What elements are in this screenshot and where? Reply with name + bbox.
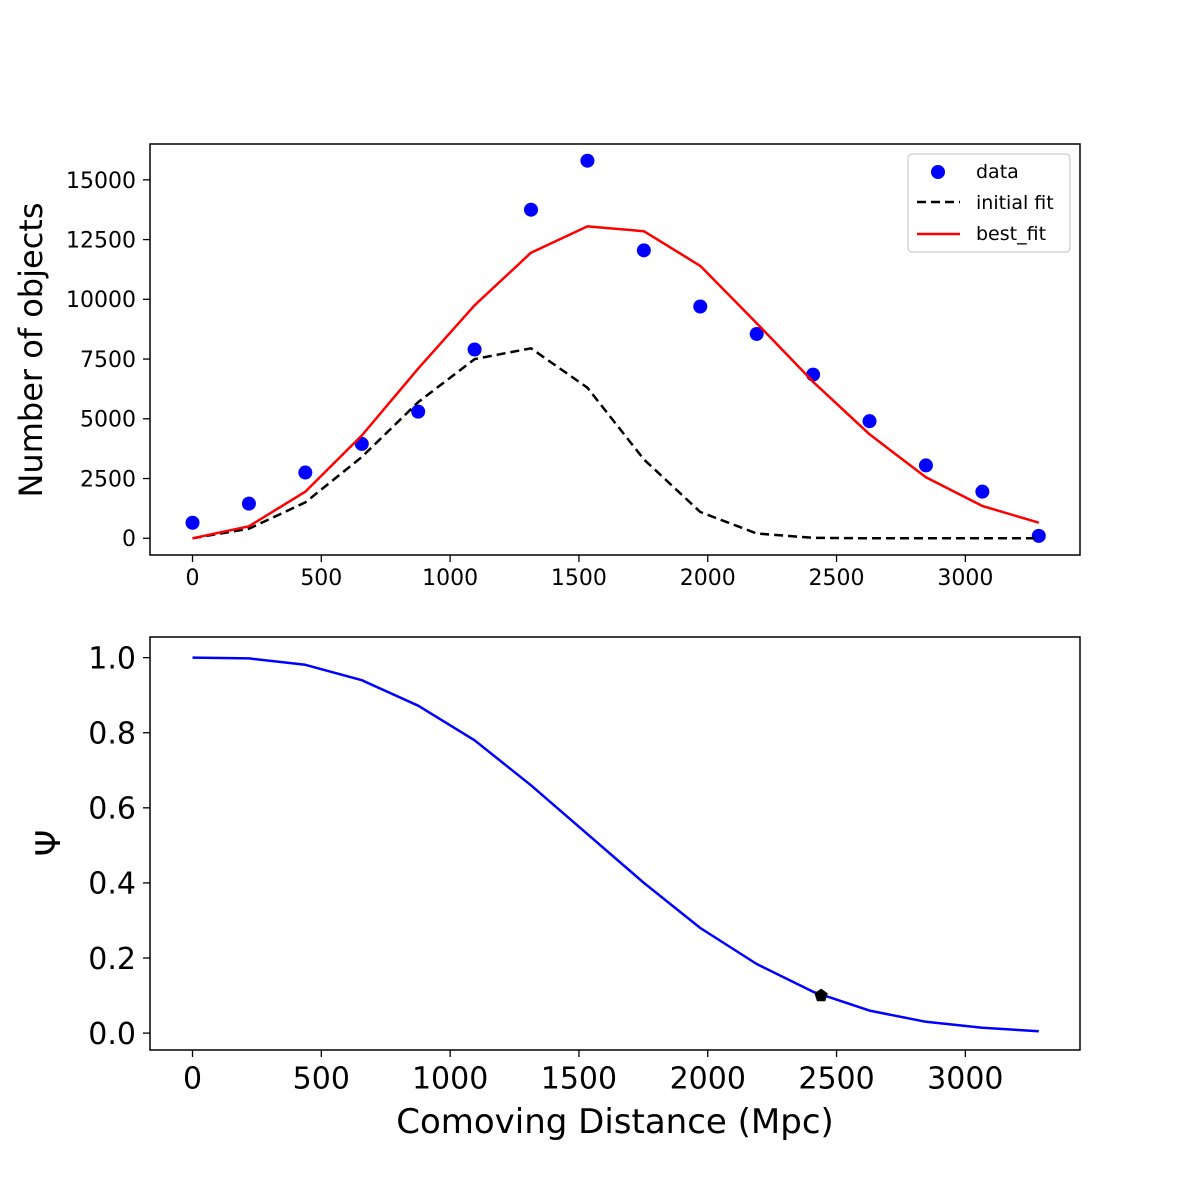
legend-box (907, 153, 1071, 253)
top-initial-fit-line (192, 347, 1039, 540)
bottom-x-tick-label: 1000 (412, 1062, 488, 1097)
legend-label-best-fit: best_fit (976, 223, 1046, 245)
legend-label-initial-fit: initial fit (976, 192, 1054, 214)
top-data-point (411, 404, 426, 419)
top-data-point (918, 458, 933, 473)
top-y-tick-label: 15000 (66, 169, 136, 194)
top-y-tick-label: 12500 (66, 229, 136, 254)
legend-label-data: data (976, 161, 1019, 183)
top-y-tick-label: 7500 (80, 348, 136, 373)
bottom-chart-panel: 0 500 1000 1500 2000 2500 3000 0.0 0.2 0.4 0.6 0.8 1… (29, 636, 1081, 1142)
top-y-tick-label: 2500 (80, 467, 136, 492)
bottom-x-tick-label: 500 (293, 1062, 350, 1097)
top-data-point (298, 465, 313, 480)
bottom-x-tick-label: 1500 (541, 1062, 617, 1097)
bottom-highlight-marker (814, 988, 828, 1002)
top-data-point (1031, 528, 1046, 543)
top-data-point (806, 367, 821, 382)
bottom-y-tick-label: 0.0 (88, 1017, 136, 1052)
top-data-point (467, 342, 482, 357)
top-axes-frame (149, 143, 1081, 556)
top-y-tick-label: 5000 (80, 408, 136, 433)
top-x-tick-label: 500 (300, 566, 342, 591)
bottom-psi-line (192, 656, 1039, 1033)
top-data-point (185, 515, 200, 530)
bottom-y-tick-label: 1.0 (88, 641, 136, 676)
bottom-x-tick-label: 0 (183, 1062, 202, 1097)
top-chart-panel: 0 500 1000 1500 2000 2500 3000 0 2500 5000 7500 100… (12, 143, 1081, 591)
top-data-point (636, 243, 651, 258)
top-data-point (580, 153, 595, 168)
top-x-tick-label: 1500 (551, 566, 607, 591)
legend-data-marker (931, 165, 945, 179)
top-y-axis-label: Number of objects (12, 202, 50, 497)
top-y-tick-label: 10000 (66, 288, 136, 313)
top-x-tick-label: 1000 (422, 566, 478, 591)
bottom-x-axis-label: Comoving Distance (Mpc) (396, 1102, 834, 1142)
top-data-point (749, 326, 764, 341)
bottom-y-tick-label: 0.6 (88, 792, 136, 827)
top-x-tick-label: 3000 (937, 566, 993, 591)
bottom-y-tick-label: 0.4 (88, 867, 136, 902)
top-data-point (241, 496, 256, 511)
top-y-tick-label: 0 (122, 527, 136, 552)
bottom-x-tick-label: 2000 (670, 1062, 746, 1097)
top-data-point (975, 484, 990, 499)
bottom-y-tick-label: 0.2 (88, 942, 136, 977)
top-x-tick-label: 2000 (680, 566, 736, 591)
top-best-fit-line (192, 225, 1040, 540)
bottom-y-axis-label: Ψ (29, 830, 69, 857)
top-x-tick-label: 2500 (809, 566, 865, 591)
top-x-tick-label: 0 (186, 566, 200, 591)
bottom-y-tick-label: 0.8 (88, 717, 136, 752)
bottom-x-tick-label: 3000 (927, 1062, 1003, 1097)
bottom-x-tick-label: 2500 (798, 1062, 874, 1097)
top-data-point (524, 202, 539, 217)
top-data-point (862, 414, 877, 429)
bottom-axes-frame (149, 636, 1081, 1051)
top-data-point (693, 299, 708, 314)
legend: data initial fit best_fit (907, 153, 1071, 253)
